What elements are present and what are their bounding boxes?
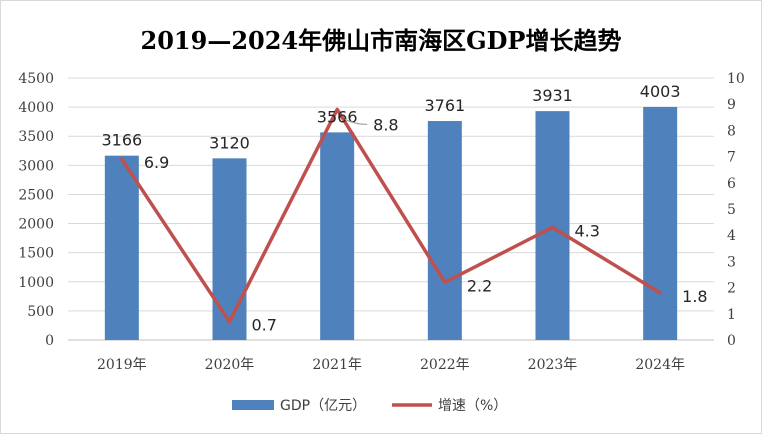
y-left-tick-label: 2500 <box>18 187 54 203</box>
line-series <box>120 107 662 324</box>
x-tick-label: 2023年 <box>528 357 578 373</box>
growth-label: 1.8 <box>682 287 707 306</box>
gdp-bar <box>427 121 462 341</box>
y-right-tick-label: 3 <box>727 254 736 270</box>
growth-label: 0.7 <box>252 316 277 335</box>
gdp-bar-label: 3761 <box>424 96 465 115</box>
y-right-tick-label: 1 <box>727 307 736 323</box>
grid-lines <box>68 77 714 341</box>
y-right-tick-label: 6 <box>727 176 736 192</box>
y-left-tick-label: 1500 <box>18 246 54 262</box>
growth-label-leader <box>344 118 368 126</box>
gdp-bar <box>320 132 355 340</box>
y-right-tick-label: 7 <box>727 150 736 166</box>
legend-gdp-label: GDP（亿元） <box>280 398 366 414</box>
x-tick-label: 2022年 <box>420 357 470 373</box>
y-left-tick-label: 4000 <box>18 100 54 116</box>
y-left-tick-label: 1000 <box>18 275 54 291</box>
gdp-bar-label: 3166 <box>101 131 142 150</box>
growth-line <box>120 107 662 324</box>
gdp-bar <box>535 111 570 340</box>
y-right-tick-label: 10 <box>727 71 745 87</box>
chart-title: 2019—2024年佛山市南海区GDP增长趋势 <box>141 26 622 55</box>
growth-label: 8.8 <box>373 115 398 134</box>
growth-label: 2.2 <box>467 276 492 295</box>
legend-growth-label: 增速（%） <box>438 398 507 414</box>
y-right-tick-label: 5 <box>727 202 736 218</box>
gdp-bar <box>643 106 678 340</box>
legend-gdp-swatch <box>232 400 274 410</box>
gdp-bar-label: 3120 <box>209 133 250 152</box>
x-tick-label: 2019年 <box>97 357 147 373</box>
y-left-tick-label: 2000 <box>18 217 54 233</box>
growth-label: 6.9 <box>144 153 169 172</box>
y-left-tick-label: 0 <box>45 333 54 349</box>
axes: 0 500 1000 1500 2000 2500 3000 3500 4000 4500 0 1 2 3… <box>18 71 744 373</box>
x-tick-label: 2024年 <box>635 357 685 373</box>
y-left-tick-label: 3500 <box>18 129 54 145</box>
y-left-tick-label: 4500 <box>18 71 54 87</box>
y-right-tick-label: 2 <box>727 281 736 297</box>
y-right-tick-label: 4 <box>727 228 736 244</box>
data-labels: 3166 3120 3566 3761 3931 4003 6.9 0.7 8.8 2.2 4.3 1… <box>101 82 707 335</box>
gdp-bar <box>212 158 247 340</box>
y-right-tick-label: 0 <box>727 333 736 349</box>
gdp-bar-label: 3931 <box>532 86 573 105</box>
bar-series <box>104 106 678 341</box>
x-tick-label: 2020年 <box>205 357 255 373</box>
growth-label: 4.3 <box>575 221 600 240</box>
gdp-bar <box>104 155 139 340</box>
y-right-tick-label: 8 <box>727 123 736 139</box>
legend[interactable]: GDP（亿元） 增速（%） <box>232 398 507 414</box>
y-left-tick-label: 3000 <box>18 158 54 174</box>
gdp-bar-label: 3566 <box>317 107 358 126</box>
y-right-tick-label: 9 <box>727 97 736 113</box>
gdp-bar-label: 4003 <box>640 82 681 101</box>
x-tick-label: 2021年 <box>312 357 362 373</box>
y-left-tick-label: 500 <box>27 304 54 320</box>
